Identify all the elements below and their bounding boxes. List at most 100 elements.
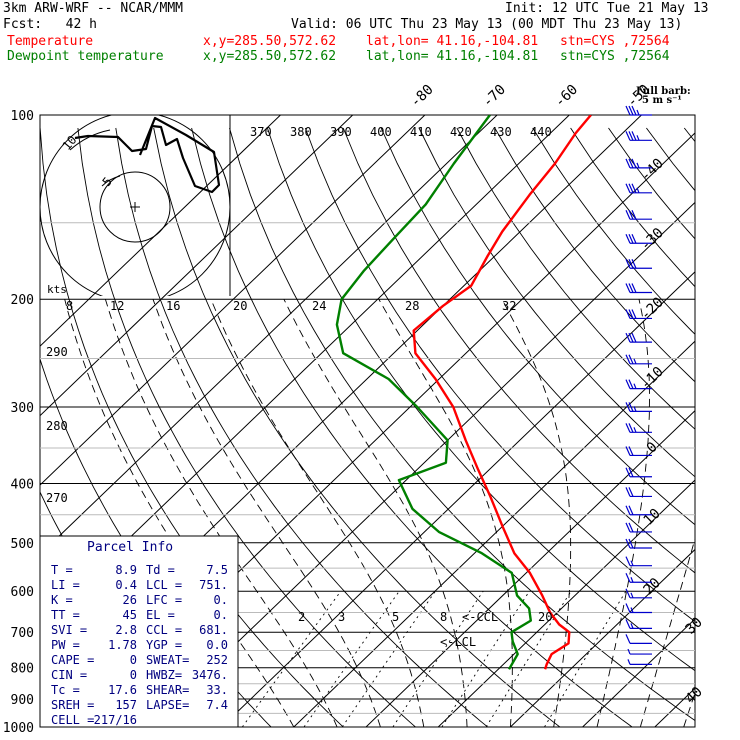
wind-barb-half: [630, 623, 634, 629]
wind-barb-half: [633, 406, 637, 412]
parcel-row-label-b: LFC =: [146, 593, 182, 607]
parcel-row-value-a: 17.6: [108, 683, 137, 697]
wind-barb: [625, 105, 652, 116]
wind-barb-flag: [625, 603, 631, 613]
wind-barb-flag: [631, 233, 637, 244]
wind-barb: [625, 522, 652, 533]
wind-barb-flag: [628, 487, 634, 497]
wind-barb: [625, 354, 652, 365]
wind-barb: [625, 538, 652, 549]
wind-barb-half: [636, 162, 640, 169]
hodograph-ring-5-arc: [101, 175, 121, 187]
dry-adiabat-line: [77, 127, 417, 727]
wind-barb: [625, 446, 652, 457]
isotherm-line: [40, 115, 570, 625]
wind-barb-half: [630, 576, 634, 583]
moist-adiabat-line: [683, 691, 695, 727]
theta-label: 270: [46, 491, 68, 505]
wind-barb-half: [633, 358, 637, 365]
dry-adiabat-line: [418, 127, 695, 478]
pressure-label: 1000: [3, 721, 34, 736]
parcel-row-label-a: SREH =: [51, 698, 94, 712]
wind-barb-flag: [628, 522, 634, 533]
theta-inset-label: 400: [370, 125, 392, 139]
parcel-row-label-b: YGP =: [146, 638, 182, 652]
wind-barb-half: [636, 109, 640, 116]
wind-barb-flag: [631, 158, 637, 169]
temperature-line: [412, 115, 592, 670]
pressure-label: 400: [11, 477, 34, 492]
parcel-row-value-a: 0: [130, 653, 137, 667]
wind-barb-flag: [625, 354, 631, 365]
wind-barb-flag: [628, 183, 634, 194]
wind-barb: [625, 209, 652, 220]
ccl-annotation: <-CCL: [462, 610, 498, 624]
dry-adiabat-line: [191, 127, 633, 727]
wind-barb: [625, 379, 652, 390]
wind-barb-flag: [631, 283, 637, 293]
dry-adiabat-line: [304, 127, 695, 623]
wind-barb-flag: [628, 105, 634, 116]
model-title: 3km ARW-WRF -- NCAR/MMM: [3, 1, 184, 16]
wind-barb-flag: [631, 105, 637, 116]
isotherm-label: 40: [683, 684, 706, 707]
wind-barb-flag: [628, 354, 634, 365]
mixing-ratio-label: 20: [538, 610, 552, 624]
isotherm-line: [582, 618, 695, 727]
wind-barb-flag: [625, 619, 631, 629]
wind-barb: [625, 332, 652, 343]
wind-barb-half: [633, 383, 637, 389]
wind-barb: [627, 659, 652, 665]
wind-barb-flag: [625, 572, 631, 583]
parcel-row-value-b: 7.4: [206, 698, 228, 712]
dry-adiabat-line: [683, 127, 695, 143]
isotherm-line: [365, 409, 695, 727]
pressure-label: 500: [11, 537, 34, 552]
wind-barb: [625, 131, 652, 141]
parcel-info-box: [39, 535, 239, 728]
theta-label: 280: [46, 419, 68, 433]
parcel-row-value-a: 0.4: [115, 578, 137, 592]
moist-adiabat-line: [152, 299, 381, 727]
hodograph-ring-label-10: 10: [60, 133, 80, 153]
wind-barb-half: [630, 592, 634, 599]
wind-barb-flag: [628, 423, 634, 433]
isotherm-line: [293, 340, 695, 727]
mixing-ratio-label: 8: [440, 610, 447, 624]
wind-barb-flag: [631, 332, 637, 343]
wind-barb-flag: [628, 259, 634, 269]
pressure-label: 900: [11, 693, 34, 708]
wind-barb-flag: [631, 131, 637, 141]
wind-barb: [625, 423, 652, 433]
isotherm-label: -60: [552, 82, 581, 111]
dry-adiabat-line: [342, 127, 695, 574]
wind-barb-flag: [628, 131, 634, 141]
theta-inset-label: 420: [450, 125, 472, 139]
pressure-label: 600: [11, 585, 34, 600]
wind-barb-flag: [625, 259, 631, 269]
parcel-row-label-a: TT =: [51, 608, 80, 622]
dry-adiabat-line: [153, 127, 561, 727]
dry-adiabat-line: [266, 127, 695, 672]
wind-barb-flag: [625, 131, 631, 141]
parcel-row-label-b: EL =: [146, 608, 175, 622]
parcel-row-value-b: 0.: [214, 593, 228, 607]
parcel-row-value-a: 2.8: [115, 623, 137, 637]
theta-inset-label: 390: [330, 125, 352, 139]
parcel-row-label-b: SWEAT=: [146, 653, 189, 667]
wind-barb-flag: [628, 283, 634, 293]
wind-barb: [625, 634, 652, 644]
isotherm-line: [510, 548, 695, 727]
theta-inset-label: 440: [530, 125, 552, 139]
wind-barb: [625, 183, 652, 194]
isotherm-label: -40: [638, 156, 667, 185]
parcel-row-value-b: 3476.: [192, 668, 228, 682]
isotherm-label: -80: [407, 82, 436, 111]
mixing-ratio-line: [303, 590, 400, 727]
mixing-ratio-label: 2: [298, 610, 305, 624]
pressure-label: 800: [11, 662, 34, 677]
dry-adiabat-line: [115, 127, 489, 727]
wind-barb-flag: [625, 588, 631, 599]
mixing-ratio-label: 5: [392, 610, 399, 624]
